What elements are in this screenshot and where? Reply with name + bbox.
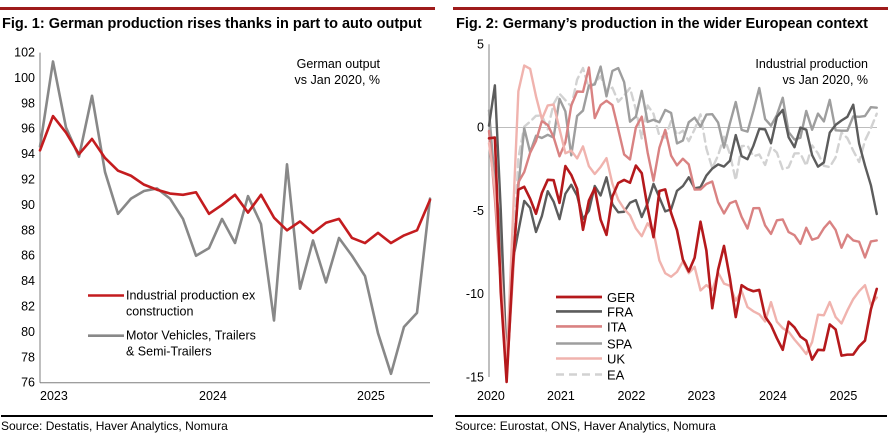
svg-text:86: 86 (21, 249, 35, 263)
svg-text:construction: construction (126, 305, 193, 319)
svg-text:2022: 2022 (618, 389, 646, 403)
svg-text:96: 96 (21, 122, 35, 136)
svg-text:2025: 2025 (357, 389, 385, 403)
svg-text:2020: 2020 (477, 389, 505, 403)
svg-text:2024: 2024 (199, 389, 227, 403)
svg-text:2021: 2021 (547, 389, 575, 403)
svg-text:94: 94 (21, 147, 35, 161)
svg-text:-10: -10 (466, 287, 484, 301)
svg-text:82: 82 (21, 300, 35, 314)
svg-text:100: 100 (14, 71, 35, 85)
svg-text:-5: -5 (473, 204, 484, 218)
svg-text:0: 0 (477, 121, 484, 135)
svg-text:Industrial production ex: Industrial production ex (126, 289, 256, 303)
svg-text:98: 98 (21, 96, 35, 110)
svg-text:GER: GER (607, 290, 635, 305)
svg-text:UK: UK (607, 352, 625, 367)
svg-text:SPA: SPA (607, 337, 632, 352)
svg-text:Motor Vehicles, Trailers: Motor Vehicles, Trailers (126, 329, 256, 343)
svg-text:102: 102 (14, 46, 35, 60)
svg-text:2025: 2025 (830, 389, 858, 403)
svg-text:FRA: FRA (607, 304, 633, 319)
svg-text:vs Jan 2020, %: vs Jan 2020, % (783, 73, 868, 87)
svg-text:84: 84 (21, 274, 35, 288)
svg-text:80: 80 (21, 325, 35, 339)
svg-text:78: 78 (21, 350, 35, 364)
svg-text:88: 88 (21, 223, 35, 237)
svg-text:vs Jan 2020, %: vs Jan 2020, % (295, 73, 380, 87)
svg-text:2023: 2023 (688, 389, 716, 403)
svg-text:-15: -15 (466, 370, 484, 384)
svg-text:76: 76 (21, 376, 35, 390)
svg-text:ITA: ITA (607, 319, 627, 334)
svg-text:5: 5 (477, 38, 484, 52)
svg-text:2024: 2024 (759, 389, 787, 403)
svg-text:EA: EA (607, 368, 625, 383)
svg-text:92: 92 (21, 173, 35, 187)
svg-text:& Semi-Trailers: & Semi-Trailers (126, 345, 212, 359)
svg-text:Industrial production: Industrial production (755, 57, 868, 71)
svg-text:90: 90 (21, 198, 35, 212)
svg-text:German output: German output (297, 57, 381, 71)
svg-text:2023: 2023 (40, 389, 68, 403)
